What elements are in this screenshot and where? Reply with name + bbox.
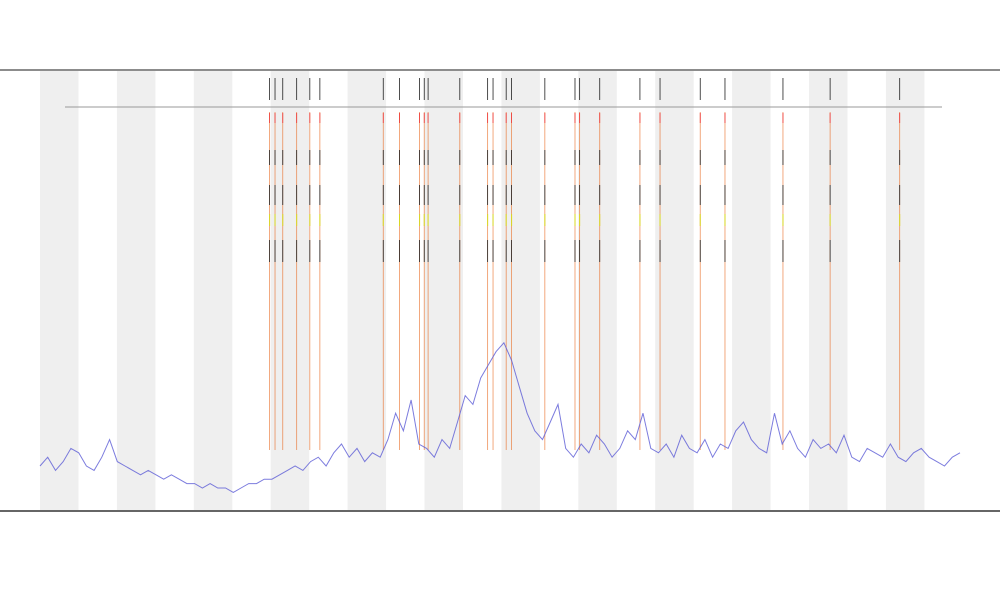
band [424,71,463,510]
series-line [39,341,961,493]
band [40,71,79,510]
band [809,71,848,510]
band [193,71,233,510]
band [578,71,617,510]
band [270,71,310,510]
band [501,71,540,510]
band [655,71,694,510]
band [885,71,925,510]
band [732,71,771,510]
band [116,71,156,510]
band [347,71,387,510]
background-bands [40,71,925,510]
